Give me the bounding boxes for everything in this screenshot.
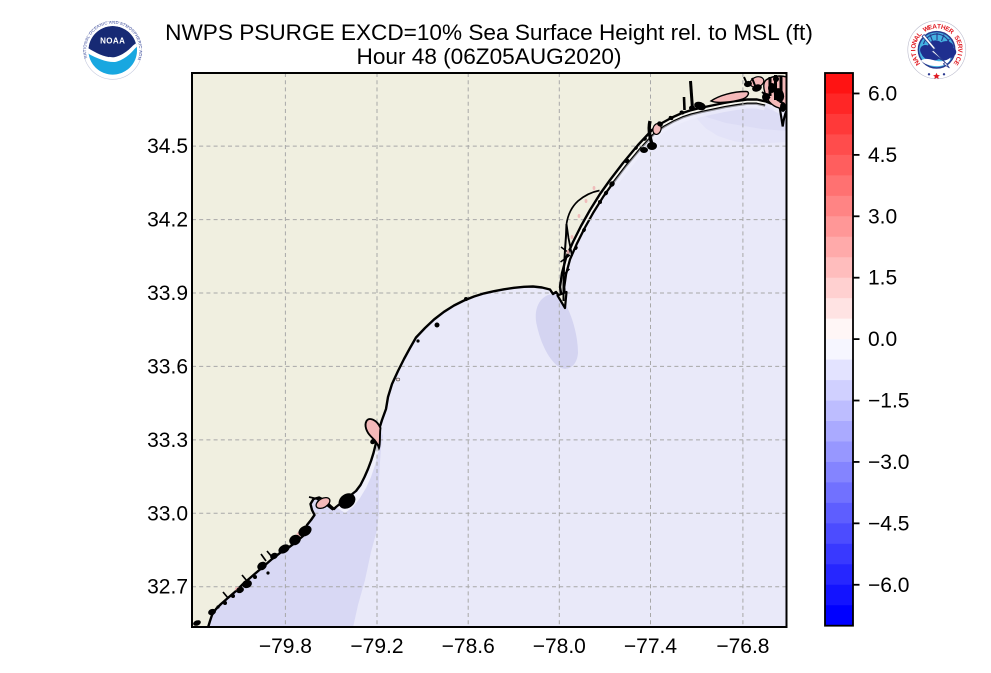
- svg-text:−1.5: −1.5: [868, 390, 909, 413]
- svg-text:R: R: [947, 28, 955, 37]
- svg-text:−3.0: −3.0: [868, 451, 909, 474]
- svg-text:33.3: 33.3: [147, 429, 188, 452]
- svg-text:N: N: [911, 38, 919, 45]
- svg-text:I: I: [910, 49, 917, 51]
- svg-text:1.5: 1.5: [868, 267, 897, 290]
- svg-text:S: S: [952, 34, 961, 42]
- svg-text:A: A: [911, 55, 919, 62]
- svg-text:−79.2: −79.2: [350, 635, 403, 658]
- svg-text:33.6: 33.6: [147, 355, 188, 378]
- svg-text:E: E: [951, 59, 960, 67]
- svg-text:T: T: [911, 52, 919, 57]
- svg-text:−78.0: −78.0: [533, 635, 586, 658]
- svg-text:L: L: [916, 31, 924, 39]
- svg-text:W: W: [922, 24, 931, 33]
- svg-text:H: H: [940, 24, 947, 32]
- svg-text:33.0: 33.0: [147, 502, 188, 525]
- svg-text:33.9: 33.9: [147, 282, 188, 305]
- svg-text:34.2: 34.2: [147, 209, 188, 232]
- svg-text:4.5: 4.5: [868, 144, 897, 167]
- svg-text:−76.8: −76.8: [716, 635, 769, 658]
- svg-text:I: I: [956, 53, 963, 56]
- svg-text:Hour 48 (06Z05AUG2020): Hour 48 (06Z05AUG2020): [357, 44, 622, 69]
- svg-text:−4.5: −4.5: [868, 512, 909, 535]
- svg-text:0.0: 0.0: [868, 328, 897, 351]
- svg-text:E: E: [927, 24, 934, 32]
- svg-text:34.5: 34.5: [147, 135, 188, 158]
- svg-text:V: V: [956, 48, 963, 53]
- svg-text:−78.6: −78.6: [442, 635, 495, 658]
- svg-text:32.7: 32.7: [147, 576, 188, 599]
- svg-text:N: N: [913, 58, 922, 66]
- svg-text:NWPS PSURGE EXCD=10% Sea Surfa: NWPS PSURGE EXCD=10% Sea Surface Height …: [165, 20, 813, 45]
- svg-text:E: E: [954, 39, 962, 46]
- svg-text:T: T: [937, 23, 942, 30]
- svg-text:6.0: 6.0: [868, 82, 897, 105]
- svg-text:3.0: 3.0: [868, 205, 897, 228]
- svg-text:R: R: [956, 43, 964, 49]
- svg-text:O: O: [910, 43, 918, 49]
- svg-text:−79.8: −79.8: [259, 635, 312, 658]
- svg-text:E: E: [944, 25, 952, 34]
- svg-text:C: C: [954, 55, 962, 62]
- svg-text:A: A: [913, 34, 922, 42]
- svg-text:−77.4: −77.4: [624, 635, 677, 658]
- svg-text:NOAA: NOAA: [100, 37, 125, 46]
- svg-text:−6.0: −6.0: [868, 574, 909, 597]
- svg-text:A: A: [932, 23, 938, 30]
